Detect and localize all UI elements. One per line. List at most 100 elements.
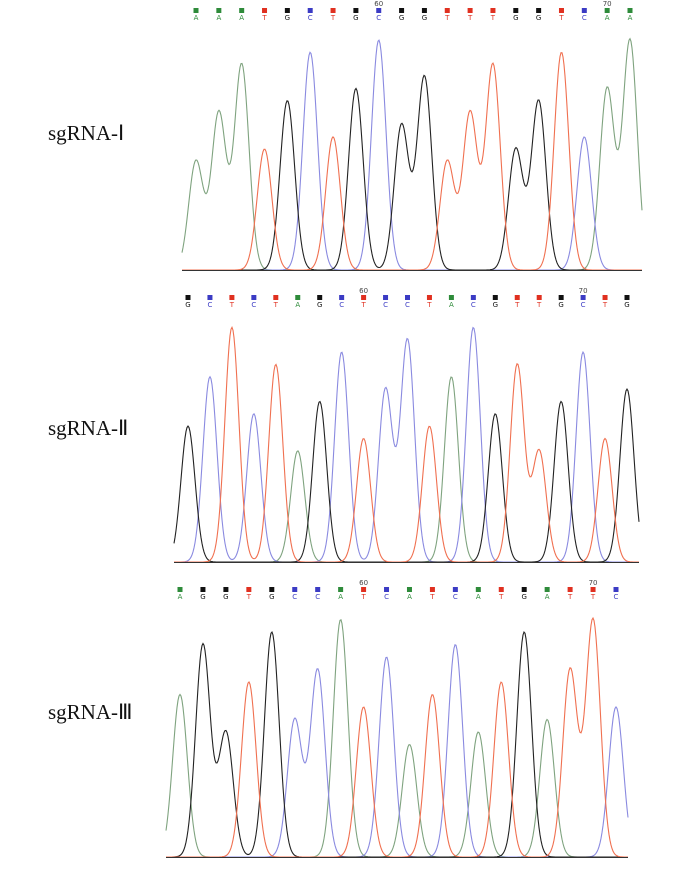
base-marker <box>544 587 550 592</box>
trace-t <box>174 326 639 563</box>
base-call: T <box>590 593 596 601</box>
position-label: 60 <box>359 287 368 295</box>
base-marker <box>177 587 183 592</box>
chromatogram-panel: sgRNA-Ⅲ A G G T G C C A 60 T C A T C A T G A T 70 T C <box>48 579 629 858</box>
base-marker <box>498 587 504 592</box>
base-call: C <box>292 593 297 601</box>
base-marker <box>353 8 359 13</box>
trace-c <box>182 39 642 271</box>
base-call: T <box>261 14 267 22</box>
base-call: C <box>581 301 586 309</box>
base-marker <box>273 295 279 300</box>
base-call: A <box>628 14 633 22</box>
base-call: G <box>399 14 404 22</box>
base-marker <box>185 295 191 300</box>
base-call: T <box>558 14 564 22</box>
base-call: T <box>602 301 608 309</box>
trace-t <box>182 52 642 271</box>
base-call: G <box>493 301 498 309</box>
position-label: 70 <box>579 287 588 295</box>
base-call: G <box>269 593 274 601</box>
base-marker <box>475 587 481 592</box>
base-marker <box>490 8 496 13</box>
base-marker <box>558 8 564 13</box>
base-marker <box>307 8 313 13</box>
base-call: G <box>521 593 526 601</box>
base-call: T <box>360 301 366 309</box>
base-call: G <box>513 14 518 22</box>
base-call: C <box>339 301 344 309</box>
position-label: 60 <box>374 0 383 8</box>
position-label: 70 <box>603 0 612 8</box>
base-marker <box>590 587 596 592</box>
trace-a <box>181 37 643 271</box>
sample-label: sgRNA-Ⅱ <box>48 416 128 440</box>
base-marker <box>384 587 390 592</box>
sample-label: sgRNA-Ⅰ <box>48 121 124 145</box>
base-call: T <box>498 593 504 601</box>
base-call: C <box>376 14 381 22</box>
base-call: G <box>317 301 322 309</box>
base-call: A <box>605 14 610 22</box>
base-call: A <box>216 14 221 22</box>
base-marker <box>405 295 410 300</box>
base-marker <box>330 8 336 13</box>
base-call: G <box>558 301 563 309</box>
base-call: T <box>426 301 432 309</box>
base-call: G <box>223 593 228 601</box>
base-marker <box>339 295 345 300</box>
base-marker <box>295 295 301 300</box>
base-call: T <box>330 14 336 22</box>
base-marker <box>223 587 229 592</box>
base-marker <box>470 295 476 300</box>
base-marker <box>536 295 542 300</box>
base-call: G <box>353 14 358 22</box>
base-call: T <box>567 593 573 601</box>
base-call: A <box>194 14 199 22</box>
base-call: G <box>624 301 629 309</box>
base-call: C <box>208 301 213 309</box>
base-call: C <box>471 301 476 309</box>
base-call: T <box>273 301 279 309</box>
base-call: C <box>251 301 256 309</box>
base-marker <box>426 295 432 300</box>
base-call: A <box>239 14 244 22</box>
base-call: T <box>536 301 542 309</box>
trace-g <box>182 74 642 271</box>
base-marker <box>284 8 290 13</box>
base-call: C <box>405 301 410 309</box>
base-marker <box>444 8 450 13</box>
chromatogram-panel: sgRNA-Ⅱ G C T C T A G C 60 T C C T A C G T T G 70 C T G <box>48 287 640 563</box>
base-call: T <box>246 593 252 601</box>
base-marker <box>604 8 610 13</box>
base-marker <box>513 8 519 13</box>
base-marker <box>602 295 608 300</box>
base-marker <box>338 587 344 592</box>
base-marker <box>383 295 389 300</box>
base-call: T <box>444 14 450 22</box>
base-marker <box>376 8 382 13</box>
base-marker <box>200 587 206 592</box>
base-call: A <box>338 593 343 601</box>
base-marker <box>262 8 268 13</box>
base-call: T <box>229 301 235 309</box>
trace-c <box>174 326 639 563</box>
position-label: 70 <box>589 579 598 587</box>
base-call: G <box>285 14 290 22</box>
base-marker <box>558 295 564 300</box>
base-call: T <box>429 593 435 601</box>
base-marker <box>292 587 298 592</box>
base-marker <box>317 295 323 300</box>
base-marker <box>567 587 573 592</box>
base-call: G <box>185 301 190 309</box>
base-marker <box>229 295 235 300</box>
base-call: A <box>476 593 481 601</box>
base-call: A <box>449 301 454 309</box>
base-marker <box>580 295 586 300</box>
base-marker <box>251 295 257 300</box>
base-marker <box>613 587 619 592</box>
base-call: A <box>295 301 300 309</box>
base-marker <box>429 587 435 592</box>
base-call: G <box>422 14 427 22</box>
